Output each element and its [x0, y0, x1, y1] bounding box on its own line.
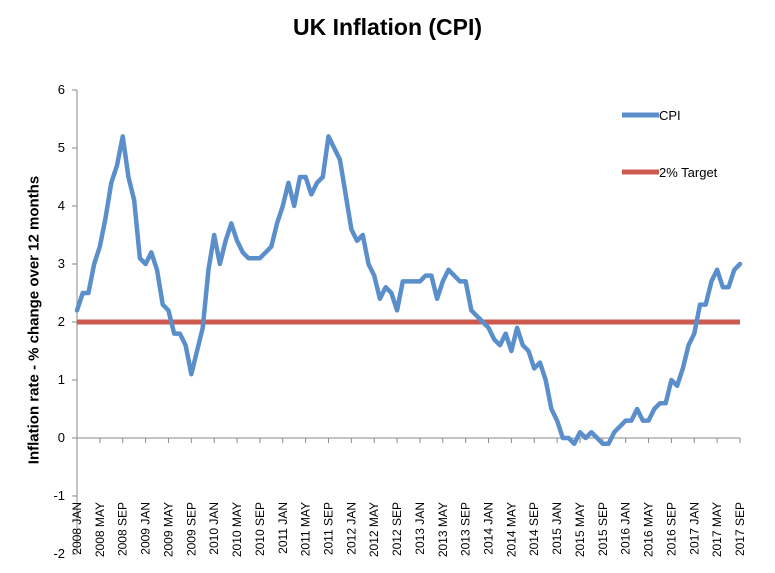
x-ticks: 2008 JAN 2008 MAY 2008 SEP 2009 JAN 2009 MAY… [70, 438, 747, 557]
y-tick-label: 2 [58, 314, 65, 329]
x-tick-label: 2015 MAY [573, 502, 587, 557]
y-tick-label: 5 [58, 140, 65, 155]
x-tick-label: 2011 SEP [321, 502, 335, 555]
x-tick-label: 2011 MAY [299, 502, 313, 556]
x-tick-label: 2016 SEP [664, 502, 678, 556]
legend: CPI 2% Target [622, 108, 718, 180]
x-tick-label: 2014 MAY [504, 502, 518, 557]
x-tick-label: 2013 MAY [436, 502, 450, 557]
x-tick-label: 2009 JAN [139, 502, 153, 555]
y-tick-label: 6 [58, 82, 65, 97]
x-tick-label: 2013 JAN [413, 502, 427, 555]
x-tick-label: 2017 JAN [687, 502, 701, 555]
x-tick-label: 2010 SEP [253, 502, 267, 556]
x-tick-label: 2012 SEP [390, 502, 404, 556]
x-tick-label: 2008 JAN [70, 502, 84, 555]
x-tick-label: 2013 SEP [459, 502, 473, 556]
x-tick-label: 2015 JAN [550, 502, 564, 555]
x-tick-label: 2016 MAY [642, 502, 656, 557]
x-tick-label: 2015 SEP [596, 502, 610, 556]
x-tick-label: 2009 SEP [184, 502, 198, 556]
cpi-line [74, 134, 743, 447]
x-tick-label: 2009 MAY [161, 502, 175, 557]
y-tick-label: 0 [58, 430, 65, 445]
y-tick-label: -2 [53, 546, 65, 561]
x-tick-label: 2016 JAN [619, 502, 633, 555]
chart-title: UK Inflation (CPI) [292, 14, 483, 40]
x-tick-label: 2011 JAN [276, 502, 290, 554]
x-tick-label: 2010 JAN [207, 502, 221, 555]
x-tick-label: 2008 SEP [116, 502, 130, 556]
y-tick-label: 1 [58, 372, 65, 387]
x-tick-label: 2008 MAY [93, 502, 107, 557]
y-ticks: -2 -1 0 1 2 3 4 5 6 [53, 82, 77, 561]
series-layer [74, 134, 743, 447]
y-tick-label: 4 [58, 198, 65, 213]
legend-target-label: 2% Target [659, 165, 718, 180]
x-tick-label: 2014 SEP [527, 502, 541, 556]
x-tick-label: 2017 MAY [710, 502, 724, 557]
y-tick-label: -1 [53, 488, 65, 503]
x-tick-label: 2012 MAY [367, 502, 381, 557]
x-tick-label: 2017 SEP [733, 502, 747, 556]
x-tick-label: 2012 JAN [344, 502, 358, 555]
legend-cpi-label: CPI [659, 108, 681, 123]
x-tick-label: 2014 JAN [482, 502, 496, 555]
y-tick-label: 3 [58, 256, 65, 271]
x-tick-label: 2010 MAY [230, 502, 244, 557]
